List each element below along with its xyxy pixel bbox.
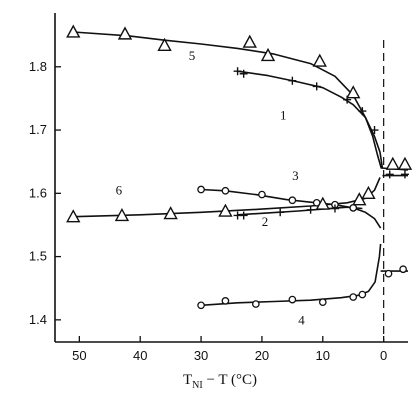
marker-circle	[384, 269, 393, 278]
x-tick-label: 30	[194, 348, 208, 363]
marker-circle	[197, 185, 205, 194]
curve-label-6: 6	[116, 183, 123, 198]
marker-circle	[349, 293, 358, 301]
y-tick-label: 1.8	[29, 59, 47, 74]
y-tick-label: 1.6	[29, 185, 47, 200]
marker-plus	[358, 107, 367, 116]
marker-triangle	[346, 85, 361, 99]
curve-label-5: 5	[189, 48, 196, 63]
curve-label-4: 4	[298, 312, 305, 327]
marker-plus	[233, 67, 242, 76]
curve-2	[237, 206, 363, 216]
x-tick-label: 10	[316, 348, 330, 363]
marker-triangle	[218, 203, 233, 217]
marker-circle	[221, 297, 230, 305]
marker-plus	[400, 170, 409, 179]
marker-plus	[330, 204, 339, 213]
marker-triangle	[157, 37, 172, 51]
marker-triangle	[385, 156, 400, 170]
fitted-curves	[73, 31, 409, 307]
marker-circle	[349, 204, 358, 212]
marker-plus	[306, 205, 315, 214]
y-tick-label: 1.7	[29, 122, 47, 137]
x-tick-label: 0	[380, 348, 387, 363]
x-axis-title-rest: − T (°C)	[203, 372, 257, 388]
marker-triangle	[117, 26, 133, 40]
marker-circle	[318, 298, 327, 306]
marker-triangle	[315, 196, 330, 210]
marker-circle	[258, 190, 266, 199]
marker-triangle	[114, 207, 130, 222]
curve-5	[73, 31, 409, 171]
marker-plus	[343, 95, 352, 104]
curve-1	[237, 70, 384, 169]
curve-labels: 5 1 3 6 2 4	[116, 48, 306, 327]
axis-ticks: 50 40 30 20 10 0 1.4 1.5 1.6 1.7 1.8	[29, 59, 387, 363]
marker-triangle	[312, 53, 327, 67]
marker-plus	[385, 170, 394, 179]
marker-triangle	[352, 192, 367, 206]
marker-circle	[288, 196, 297, 205]
marker-circle	[251, 300, 260, 308]
y-tick-label: 1.5	[29, 249, 47, 264]
curve-label-3: 3	[292, 168, 299, 183]
x-tick-label: 40	[133, 348, 147, 363]
marker-plus	[312, 82, 321, 91]
x-axis-title-main: T	[183, 372, 192, 388]
marker-circle	[358, 290, 367, 299]
marker-circle	[197, 301, 205, 310]
marker-circle	[288, 295, 297, 304]
marker-triangle	[397, 156, 413, 170]
marker-circle	[221, 186, 230, 195]
marker-circle	[399, 265, 407, 274]
marker-plus	[288, 76, 297, 85]
x-tick-label: 20	[255, 348, 269, 363]
marker-plus	[276, 208, 285, 217]
marker-triangle	[361, 185, 376, 200]
x-tick-label: 50	[72, 348, 86, 363]
marker-plus	[370, 126, 379, 135]
marker-plus	[239, 211, 248, 220]
marker-triangle	[66, 24, 81, 38]
marker-plus	[239, 69, 248, 78]
plot-frame	[54, 13, 408, 343]
marker-triangle	[242, 34, 257, 48]
marker-triangle	[163, 206, 178, 220]
curve-label-2: 2	[262, 214, 269, 229]
y-tick-label: 1.4	[29, 312, 47, 327]
marker-triangle	[260, 47, 276, 62]
marker-triangle	[66, 209, 81, 223]
curve-label-1: 1	[280, 107, 287, 122]
x-axis-title: TNI − T (°C)	[183, 372, 257, 391]
data-markers	[66, 24, 413, 310]
x-axis-title-sub: NI	[192, 380, 203, 391]
